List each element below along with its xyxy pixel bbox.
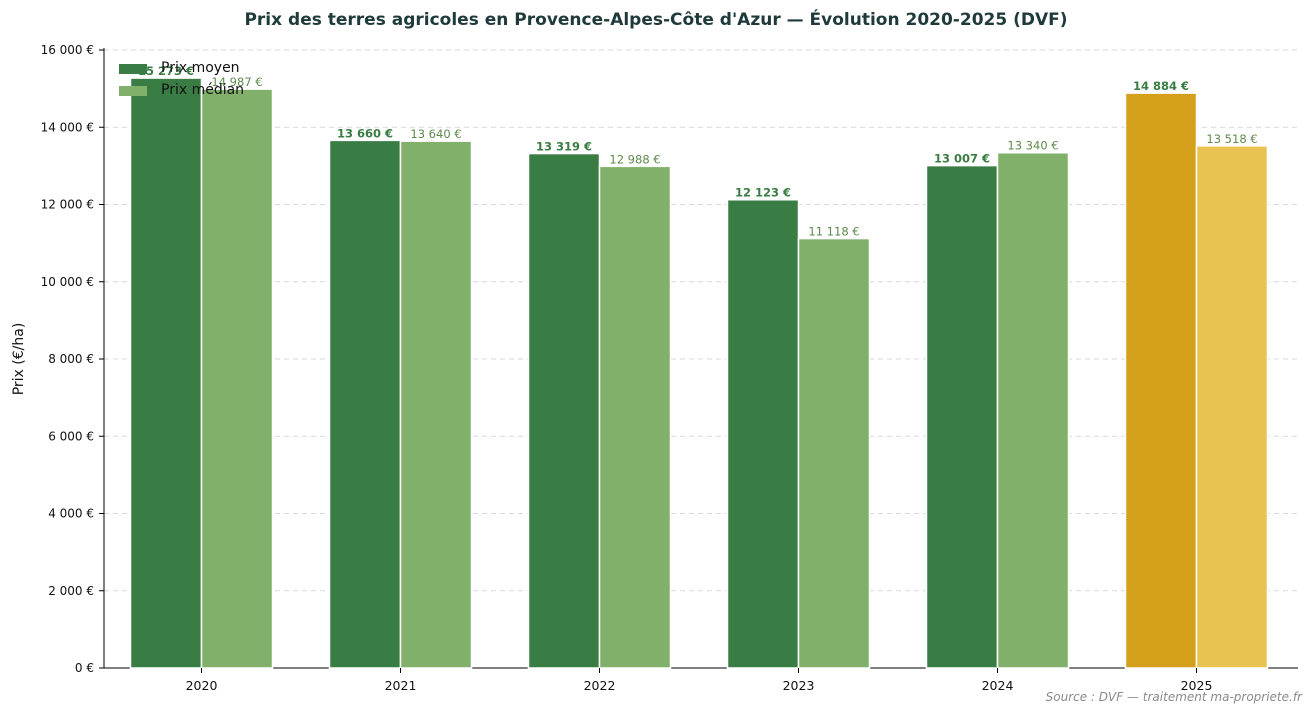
x-tick-label: 2020 bbox=[186, 678, 218, 693]
bar-mean bbox=[527, 152, 601, 669]
data-label-mean: 14 884 € bbox=[1133, 79, 1189, 93]
bar-median bbox=[399, 140, 473, 669]
y-tick-label: 6 000 € bbox=[48, 429, 94, 443]
data-label-median: 13 640 € bbox=[410, 127, 461, 141]
legend-swatch-median bbox=[119, 86, 147, 96]
bar-mean bbox=[129, 77, 203, 669]
chart-title: Prix des terres agricoles en Provence-Al… bbox=[244, 10, 1068, 30]
data-label-median: 14 987 € bbox=[211, 75, 262, 89]
y-tick-label: 10 000 € bbox=[41, 275, 94, 289]
data-label-mean: 13 660 € bbox=[337, 126, 393, 140]
y-tick-label: 8 000 € bbox=[48, 352, 94, 366]
y-tick-label: 16 000 € bbox=[41, 43, 94, 57]
legend-label-median: Prix médian bbox=[161, 82, 245, 98]
x-tick-label: 2025 bbox=[1181, 678, 1213, 693]
bar-mean bbox=[1124, 92, 1198, 669]
data-label-mean: 13 007 € bbox=[934, 152, 990, 166]
legend-swatch-mean bbox=[119, 64, 147, 74]
x-tick-label: 2023 bbox=[783, 678, 815, 693]
data-label-median: 13 518 € bbox=[1206, 132, 1257, 146]
x-tick-label: 2024 bbox=[982, 678, 1014, 693]
data-label-median: 13 340 € bbox=[1007, 139, 1058, 153]
data-label-median: 12 988 € bbox=[609, 152, 660, 166]
bar-mean bbox=[925, 164, 999, 669]
bar-median bbox=[797, 237, 871, 669]
x-tick-label: 2022 bbox=[584, 678, 616, 693]
data-label-mean: 12 123 € bbox=[735, 186, 791, 200]
source-note: Source : DVF — traitement ma-propriete.f… bbox=[1045, 690, 1302, 704]
bar-median bbox=[200, 88, 274, 669]
data-label-mean: 15 273 € bbox=[138, 64, 194, 78]
data-label-mean: 13 319 € bbox=[536, 140, 592, 154]
y-axis-label: Prix (€/ha) bbox=[11, 323, 27, 396]
y-tick-label: 14 000 € bbox=[41, 120, 94, 134]
data-label-median: 11 118 € bbox=[808, 225, 859, 239]
y-tick-label: 12 000 € bbox=[41, 198, 94, 212]
bar-mean bbox=[328, 139, 402, 669]
y-tick-label: 2 000 € bbox=[48, 584, 94, 598]
y-tick-label: 4 000 € bbox=[48, 507, 94, 521]
bar-median bbox=[598, 165, 672, 669]
bar-median bbox=[996, 151, 1070, 669]
bar-median bbox=[1195, 145, 1269, 669]
legend-label-mean: Prix moyen bbox=[161, 60, 240, 76]
x-tick-label: 2021 bbox=[385, 678, 417, 693]
bar-mean bbox=[726, 198, 800, 669]
y-tick-label: 0 € bbox=[75, 661, 94, 675]
